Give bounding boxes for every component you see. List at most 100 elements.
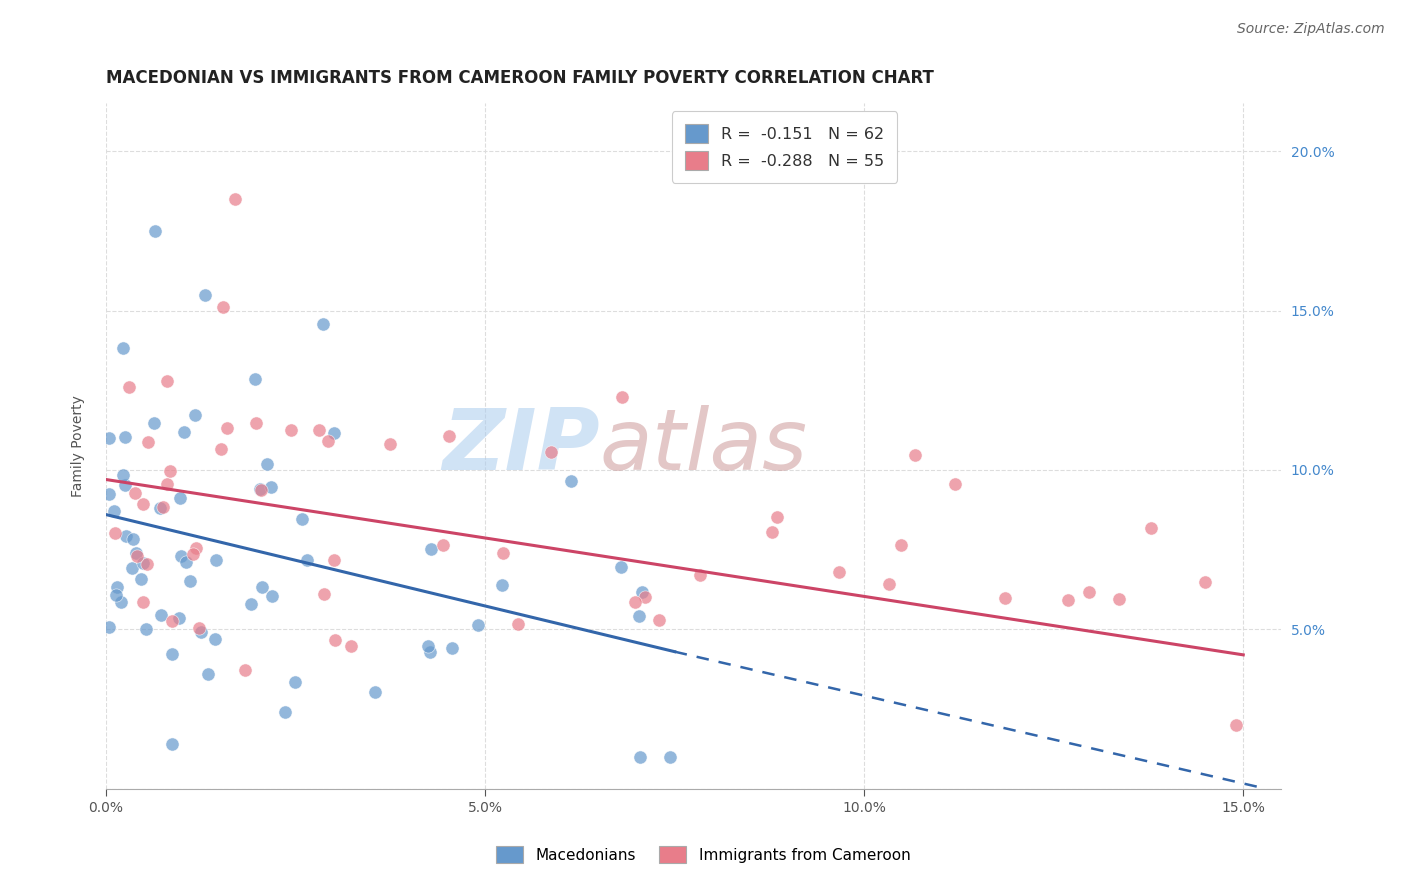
Point <box>217 421 239 435</box>
Point <box>204 632 226 647</box>
Point <box>205 553 228 567</box>
Point <box>169 611 191 625</box>
Point <box>122 532 145 546</box>
Point <box>245 372 267 386</box>
Point <box>224 192 246 206</box>
Point <box>630 585 652 599</box>
Point <box>103 504 125 518</box>
Point <box>624 595 647 609</box>
Point <box>1108 591 1130 606</box>
Point <box>256 458 278 472</box>
Point <box>245 416 267 430</box>
Point <box>314 586 336 600</box>
Point <box>127 549 149 563</box>
Point <box>322 552 344 566</box>
Point <box>150 608 173 623</box>
Point <box>491 578 513 592</box>
Point <box>197 666 219 681</box>
Point <box>97 487 120 501</box>
Point <box>152 500 174 515</box>
Point <box>260 589 283 603</box>
Point <box>508 617 530 632</box>
Point <box>560 474 582 488</box>
Point <box>378 437 401 451</box>
Point <box>110 594 132 608</box>
Y-axis label: Family Poverty: Family Poverty <box>72 395 86 497</box>
Point <box>250 580 273 594</box>
Point <box>325 632 347 647</box>
Point <box>173 425 195 439</box>
Point <box>190 625 212 640</box>
Point <box>1194 574 1216 589</box>
Point <box>274 705 297 719</box>
Point <box>419 645 441 659</box>
Point <box>114 478 136 492</box>
Point <box>1057 593 1080 607</box>
Point <box>97 620 120 634</box>
Point <box>432 538 454 552</box>
Legend: R =  -0.151   N = 62, R =  -0.288   N = 55: R = -0.151 N = 62, R = -0.288 N = 55 <box>672 112 897 183</box>
Point <box>308 424 330 438</box>
Point <box>312 318 335 332</box>
Point <box>828 566 851 580</box>
Point <box>890 538 912 552</box>
Point <box>945 477 967 491</box>
Point <box>441 641 464 656</box>
Point <box>627 608 650 623</box>
Point <box>104 526 127 541</box>
Text: ZIP: ZIP <box>441 405 599 488</box>
Point <box>121 561 143 575</box>
Point <box>1225 718 1247 732</box>
Point <box>132 595 155 609</box>
Point <box>658 750 681 764</box>
Point <box>291 511 314 525</box>
Point <box>160 737 183 751</box>
Point <box>181 547 204 561</box>
Point <box>492 546 515 560</box>
Point <box>112 342 135 356</box>
Point <box>467 617 489 632</box>
Point <box>1077 585 1099 599</box>
Point <box>240 597 263 611</box>
Point <box>135 557 157 571</box>
Point <box>416 640 439 654</box>
Legend: Macedonians, Immigrants from Cameroon: Macedonians, Immigrants from Cameroon <box>488 838 918 871</box>
Point <box>610 390 633 404</box>
Point <box>879 577 901 591</box>
Point <box>249 483 271 497</box>
Point <box>114 429 136 443</box>
Point <box>628 750 651 764</box>
Point <box>132 556 155 570</box>
Point <box>766 510 789 524</box>
Point <box>135 623 157 637</box>
Point <box>184 541 207 555</box>
Point <box>609 560 631 574</box>
Text: Source: ZipAtlas.com: Source: ZipAtlas.com <box>1237 22 1385 37</box>
Point <box>761 524 783 539</box>
Point <box>249 483 271 498</box>
Point <box>129 572 152 586</box>
Point <box>280 423 302 437</box>
Point <box>634 590 657 604</box>
Point <box>105 580 128 594</box>
Point <box>156 374 179 388</box>
Point <box>233 663 256 677</box>
Point <box>138 435 160 450</box>
Point <box>111 468 134 483</box>
Point <box>194 287 217 301</box>
Point <box>689 568 711 582</box>
Point <box>316 434 339 449</box>
Point <box>212 301 235 315</box>
Point <box>283 674 305 689</box>
Point <box>339 639 361 653</box>
Point <box>98 431 121 445</box>
Text: MACEDONIAN VS IMMIGRANTS FROM CAMEROON FAMILY POVERTY CORRELATION CHART: MACEDONIAN VS IMMIGRANTS FROM CAMEROON F… <box>105 69 934 87</box>
Point <box>131 497 153 511</box>
Point <box>174 556 197 570</box>
Point <box>162 614 184 628</box>
Point <box>143 416 166 430</box>
Point <box>322 425 344 440</box>
Point <box>124 485 146 500</box>
Point <box>143 224 166 238</box>
Point <box>124 546 146 560</box>
